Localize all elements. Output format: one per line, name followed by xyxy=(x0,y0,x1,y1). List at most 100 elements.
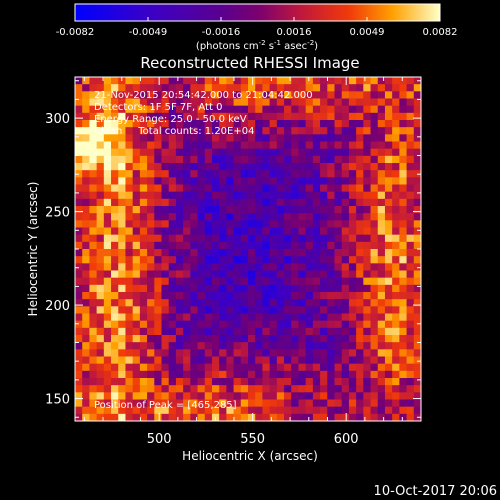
heatmap-cell xyxy=(197,155,206,164)
heatmap-cell xyxy=(132,91,141,99)
heatmap-cell xyxy=(147,112,155,121)
heatmap-cell xyxy=(392,370,400,379)
heatmap-cell xyxy=(262,277,271,286)
heatmap-cell xyxy=(147,91,155,99)
heatmap-cell xyxy=(154,148,162,157)
heatmap-cell xyxy=(96,392,105,400)
heatmap-cell xyxy=(103,91,112,99)
heatmap-cell xyxy=(377,77,386,85)
heatmap-cell xyxy=(327,170,335,178)
heatmap-cell xyxy=(348,399,357,408)
heatmap-cell xyxy=(175,184,184,193)
heatmap-cell xyxy=(111,363,119,372)
heatmap-cell xyxy=(356,399,364,408)
heatmap-cell xyxy=(248,284,256,293)
heatmap-cell xyxy=(168,198,177,207)
heatmap-cell xyxy=(125,320,134,329)
heatmap-cell xyxy=(276,263,285,271)
heatmap-cell xyxy=(154,313,162,322)
heatmap-cell xyxy=(111,191,119,200)
heatmap-cell xyxy=(255,263,263,271)
heatmap-cell xyxy=(103,112,112,121)
heatmap-cell xyxy=(291,392,299,400)
heatmap-cell xyxy=(327,306,335,314)
heatmap-cell xyxy=(406,363,415,372)
heatmap-cell xyxy=(111,84,119,92)
heatmap-cell xyxy=(298,292,307,300)
heatmap-cell xyxy=(204,148,213,157)
heatmap-cell xyxy=(226,299,234,307)
heatmap-cell xyxy=(82,198,90,207)
heatmap-cell xyxy=(255,299,263,307)
heatmap-cell xyxy=(204,392,213,400)
heatmap-cell xyxy=(413,270,421,279)
heatmap-cell xyxy=(377,213,386,221)
heatmap-cell xyxy=(183,241,191,250)
heatmap-cell xyxy=(384,320,393,329)
heatmap-cell xyxy=(139,327,148,336)
heatmap-cell xyxy=(320,363,328,372)
heatmap-cell xyxy=(204,234,213,243)
heatmap-cell xyxy=(139,170,148,178)
heatmap-cell xyxy=(240,306,249,314)
heatmap-cell xyxy=(132,227,141,236)
heatmap-cell xyxy=(370,134,379,142)
heatmap-cell xyxy=(341,327,350,336)
heatmap-cell xyxy=(219,155,227,164)
heatmap-cell xyxy=(96,105,105,114)
heatmap-cell xyxy=(233,284,242,293)
heatmap-cell xyxy=(298,399,307,408)
heatmap-cell xyxy=(255,155,263,164)
heatmap-cell xyxy=(255,306,263,314)
heatmap-cell xyxy=(183,191,191,200)
heatmap-cell xyxy=(341,299,350,307)
heatmap-cell xyxy=(219,349,227,357)
heatmap-cell xyxy=(334,241,343,250)
x-axis-label: Heliocentric X (arcsec) xyxy=(182,449,318,463)
heatmap-cell xyxy=(233,370,242,379)
heatmap-cell xyxy=(305,148,314,157)
heatmap-cell xyxy=(190,370,198,379)
heatmap-cell xyxy=(240,163,249,171)
heatmap-cell xyxy=(262,299,271,307)
heatmap-cell xyxy=(392,220,400,228)
heatmap-cell xyxy=(204,127,213,135)
heatmap-cell xyxy=(197,313,206,322)
heatmap-cell xyxy=(356,127,364,135)
heatmap-cell xyxy=(190,170,198,178)
heatmap-cell xyxy=(211,406,220,415)
heatmap-cell xyxy=(111,320,119,329)
heatmap-cell xyxy=(183,313,191,322)
heatmap-cell xyxy=(262,270,271,279)
heatmap-cell xyxy=(190,220,198,228)
heatmap-cell xyxy=(125,356,134,365)
heatmap-cell xyxy=(125,385,134,393)
heatmap-cell xyxy=(125,148,134,157)
heatmap-cell xyxy=(111,406,119,415)
heatmap-cell xyxy=(399,277,407,286)
heatmap-cell xyxy=(276,356,285,365)
heatmap-cell xyxy=(111,198,119,207)
heatmap-cell xyxy=(154,413,162,421)
heatmap-cell xyxy=(276,327,285,336)
heatmap-cell xyxy=(147,120,155,128)
heatmap-cell xyxy=(370,249,379,257)
heatmap-cell xyxy=(82,120,90,128)
heatmap-cell xyxy=(370,227,379,236)
heatmap-cell xyxy=(363,148,371,157)
heatmap-cell xyxy=(204,249,213,257)
heatmap-cell xyxy=(96,270,105,279)
heatmap-cell xyxy=(125,177,134,185)
heatmap-cell xyxy=(219,120,227,128)
heatmap-cell xyxy=(183,320,191,329)
heatmap-cell xyxy=(204,320,213,329)
heatmap-cell xyxy=(75,163,83,171)
heatmap-cell xyxy=(89,206,98,214)
heatmap-cell xyxy=(269,356,278,365)
heatmap-cell xyxy=(89,399,98,408)
heatmap-cell xyxy=(341,320,350,329)
heatmap-cell xyxy=(226,184,234,193)
heatmap-cell xyxy=(298,206,307,214)
heatmap-cell xyxy=(125,234,134,243)
heatmap-cell xyxy=(399,198,407,207)
